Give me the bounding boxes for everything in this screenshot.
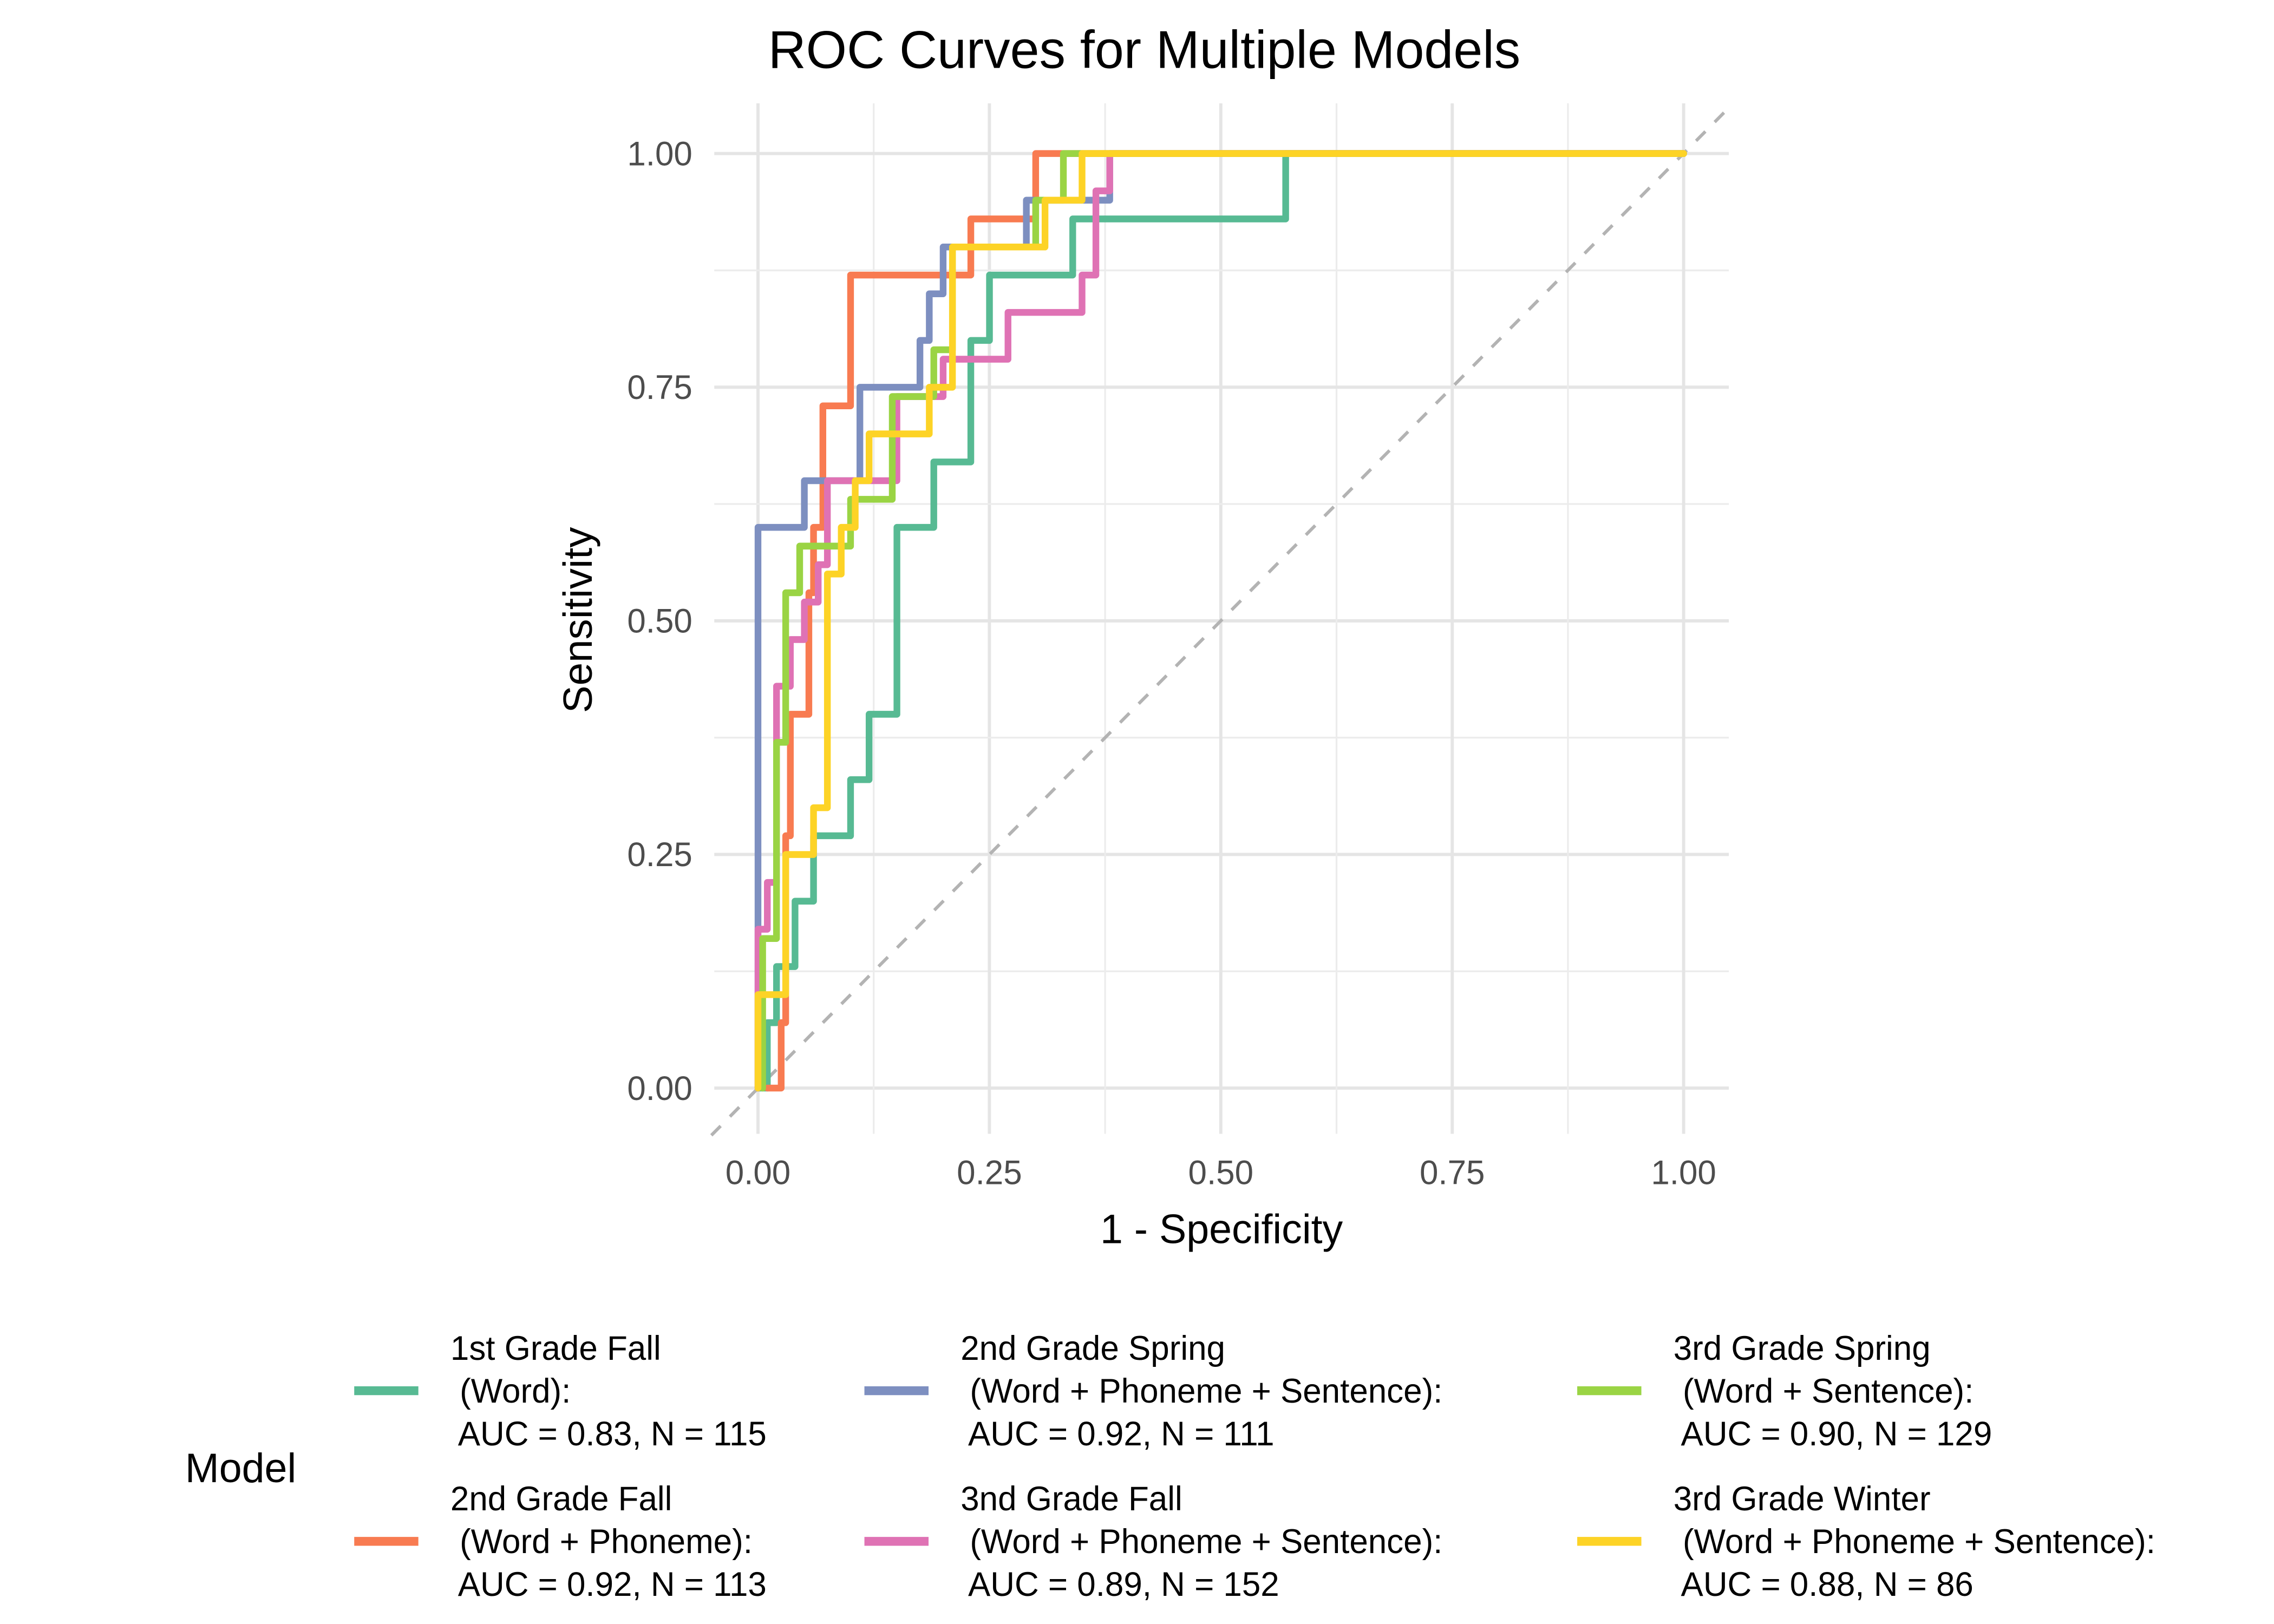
legend-label: 1st Grade Fall [450, 1330, 661, 1367]
legend-item: 1st Grade Fall (Word): AUC = 0.83, N = 1… [354, 1330, 767, 1453]
x-tick-label: 1.00 [1651, 1154, 1716, 1191]
legend-label: (Word + Phoneme): [450, 1523, 753, 1561]
y-tick-label: 0.75 [627, 369, 692, 407]
legend-label: 3nd Grade Fall [960, 1481, 1182, 1518]
chart-title: ROC Curves for Multiple Models [768, 20, 1521, 80]
roc-curve-series [754, 150, 1687, 1092]
legend-label: (Word + Sentence): [1674, 1373, 1974, 1410]
legend-label: (Word + Phoneme + Sentence): [1674, 1523, 2155, 1561]
legend-item: 2nd Grade Spring (Word + Phoneme + Sente… [864, 1330, 1442, 1453]
y-tick-label: 0.25 [627, 836, 692, 874]
x-tick-label: 0.50 [1188, 1154, 1253, 1191]
reference-diagonal [710, 105, 1731, 1137]
legend-label: AUC = 0.89, N = 152 [960, 1566, 1279, 1603]
x-axis-title: 1 - Specificity [1100, 1206, 1343, 1253]
legend-label: (Word + Phoneme + Sentence): [960, 1373, 1442, 1410]
legend-label: (Word + Phoneme + Sentence): [960, 1523, 1442, 1561]
legend-label: AUC = 0.92, N = 111 [960, 1416, 1274, 1453]
legend-label: AUC = 0.83, N = 115 [450, 1416, 767, 1453]
x-tick-label: 0.25 [957, 1154, 1022, 1191]
legend-label: (Word): [450, 1373, 571, 1410]
curves [754, 150, 1687, 1092]
y-axis-ticks: 0.00 0.25 0.50 0.75 1.00 [627, 135, 692, 1108]
y-tick-label: 0.50 [627, 603, 692, 640]
y-tick-label: 0.00 [627, 1070, 692, 1107]
x-tick-label: 0.75 [1420, 1154, 1485, 1191]
legend-label: AUC = 0.90, N = 129 [1674, 1416, 1992, 1453]
legend-label: AUC = 0.92, N = 113 [450, 1566, 767, 1603]
y-tick-label: 1.00 [627, 135, 692, 173]
legend-item: 3rd Grade Winter (Word + Phoneme + Sente… [1577, 1481, 2155, 1603]
legend-title: Model [185, 1445, 296, 1492]
legend-item: 2nd Grade Fall (Word + Phoneme): AUC = 0… [354, 1481, 767, 1603]
x-tick-label: 0.00 [726, 1154, 790, 1191]
x-axis-ticks: 0.00 0.25 0.50 0.75 1.00 [726, 1154, 1716, 1191]
legend-label: 2nd Grade Spring [960, 1330, 1225, 1367]
roc-curve-series [759, 150, 1687, 1092]
legend-label: AUC = 0.88, N = 86 [1674, 1566, 1974, 1603]
y-axis-title: Sensitivity [556, 527, 601, 713]
legend-item: 3nd Grade Fall (Word + Phoneme + Sentenc… [864, 1481, 1442, 1603]
legend-item: 3rd Grade Spring (Word + Sentence): AUC … [1577, 1330, 1992, 1453]
legend-label: 2nd Grade Fall [450, 1481, 672, 1518]
roc-curve-series [754, 150, 1687, 1092]
legend-label: 3rd Grade Spring [1674, 1330, 1931, 1367]
legend: 1st Grade Fall (Word): AUC = 0.83, N = 1… [354, 1330, 2155, 1603]
legend-label: 3rd Grade Winter [1674, 1481, 1931, 1518]
